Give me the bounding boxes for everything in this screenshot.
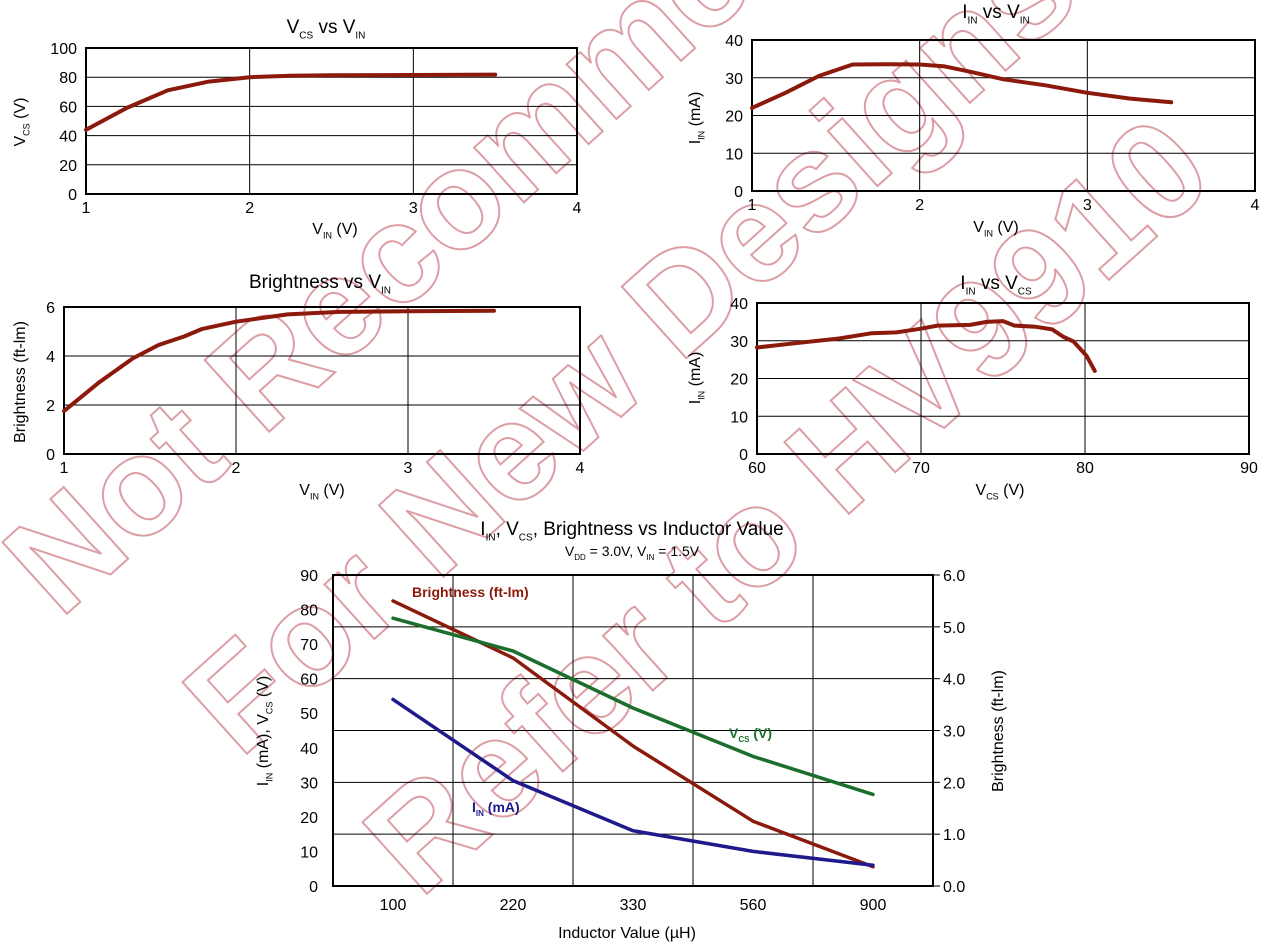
series-line [62,308,496,414]
series-label-vcs: VCS (V) [729,725,772,744]
y-tick-label: 10 [730,409,748,426]
y-tick-label: 20 [730,372,748,389]
y-axis-label-left: IIN (mA), VCS (V) [255,676,274,786]
chart-title: IIN, VCS, Brightness vs Inductor Value [480,519,783,543]
x-tick-label: 70 [912,460,930,477]
y-axis-label-right: Brightness (ft-lm) [990,670,1007,792]
y-tick-label-left: 30 [300,775,318,792]
x-tick-label: 90 [1240,460,1258,477]
chart-iin-vs-vcs: 0 10 20 30 40 60 70 80 90 IIN vs VCS VCS (V) IIN (m… [687,273,1258,501]
chart-title: IIN vs VCS [960,273,1032,297]
series-line [84,72,498,132]
x-tick-label: 4 [576,460,585,477]
x-tick-label: 3 [1083,197,1092,214]
series-line [750,62,1174,110]
chart-iin-vs-vin: 0 10 20 30 40 1 2 3 4 IIN vs VIN VIN (V) IIN (mA) [687,2,1260,238]
y-tick-label: 80 [59,70,77,87]
plot-frame [751,39,1256,192]
chart-brightness-vs-vin: 0 2 4 6 1 2 3 4 Brightness vs VIN VIN (V) Brightne… [12,272,585,501]
y-tick-label-left: 40 [300,741,318,758]
x-tick-label: 80 [1076,460,1094,477]
y-tick-label-left: 70 [300,637,318,654]
x-tick-label: 4 [1251,197,1260,214]
y-tick-label: 10 [725,146,743,163]
chart-title: Brightness vs VIN [249,272,391,296]
series-line [755,319,1097,373]
y-tick-label-right: 4.0 [943,672,965,689]
x-tick-label: 2 [232,460,241,477]
x-tick-label: 1 [60,460,69,477]
y-tick-label-left: 60 [300,672,318,689]
x-axis-label: VIN (V) [299,482,344,501]
y-tick-label: 0 [68,187,77,204]
y-axis-label: IIN (mA) [687,352,706,405]
y-tick-label: 30 [730,334,748,351]
x-tick-label: 2 [915,197,924,214]
chart-inductor-value: 0 10 20 30 40 50 60 70 80 90 0.0 1.0 2.0 3.0 4.0 5.0 6.0… [255,519,1007,942]
y-tick-label-right: 6.0 [943,568,965,585]
y-tick-label-right: 0.0 [943,879,965,896]
y-tick-label-right: 5.0 [943,620,965,637]
plot-frame [63,306,581,455]
y-tick-label: 6 [46,300,55,317]
series-label-brightness: Brightness (ft-lm) [412,584,529,600]
series-label-iin: IIN (mA) [472,799,520,818]
plot-frame [756,302,1250,455]
x-axis-label: VIN (V) [973,219,1018,238]
y-tick-label-right: 2.0 [943,775,965,792]
x-tick-label: 3 [404,460,413,477]
x-tick-label: 560 [740,897,767,914]
y-tick-label: 0 [739,447,748,464]
y-tick-label: 0 [46,447,55,464]
y-tick-label-left: 50 [300,706,318,723]
y-axis-label: IIN (mA) [687,92,706,145]
x-axis-label: Inductor Value (µH) [558,925,696,942]
x-tick-label: 2 [245,200,254,217]
x-tick-label: 900 [860,897,887,914]
y-tick-label-left: 90 [300,568,318,585]
y-tick-label: 40 [725,33,743,50]
chart-title: IIN vs VIN [962,2,1030,26]
x-tick-label: 220 [500,897,527,914]
x-axis-label: VIN (V) [312,221,357,240]
series-line [391,697,875,868]
y-tick-label-left: 20 [300,810,318,827]
y-tick-label: 20 [59,158,77,175]
x-tick-label: 4 [573,200,582,217]
y-tick-label: 40 [730,296,748,313]
y-tick-label: 100 [50,41,77,58]
y-tick-label: 20 [725,109,743,126]
chart-title: VCS vs VIN [287,17,366,41]
y-tick-label: 4 [46,349,55,366]
x-tick-label: 100 [380,897,407,914]
x-tick-label: 3 [409,200,418,217]
y-tick-label-left: 80 [300,603,318,620]
chart-subtitle: VDD = 3.0V, VIN = 1.5V [565,543,700,562]
y-tick-label: 2 [46,398,55,415]
plot-frame [85,47,578,195]
y-tick-label: 0 [734,184,743,201]
y-tick-label: 40 [59,129,77,146]
y-tick-label: 30 [725,71,743,88]
chart-vcs-vs-vin: 0 20 40 60 80 100 1 2 3 4 VCS vs VIN VIN (V) VCS (V) [12,17,582,240]
y-axis-label: Brightness (ft-lm) [12,321,29,443]
x-tick-label: 1 [748,197,757,214]
y-tick-label-left: 0 [309,879,318,896]
series-line [391,616,875,797]
x-axis-label: VCS (V) [976,482,1025,501]
y-tick-label-right: 3.0 [943,724,965,741]
y-tick-label-right: 1.0 [943,827,965,844]
y-axis-label: VCS (V) [12,98,31,147]
x-tick-label: 330 [620,897,647,914]
x-tick-label: 1 [82,200,91,217]
x-tick-label: 60 [748,460,766,477]
y-tick-label-left: 10 [300,844,318,861]
y-tick-label: 60 [59,99,77,116]
